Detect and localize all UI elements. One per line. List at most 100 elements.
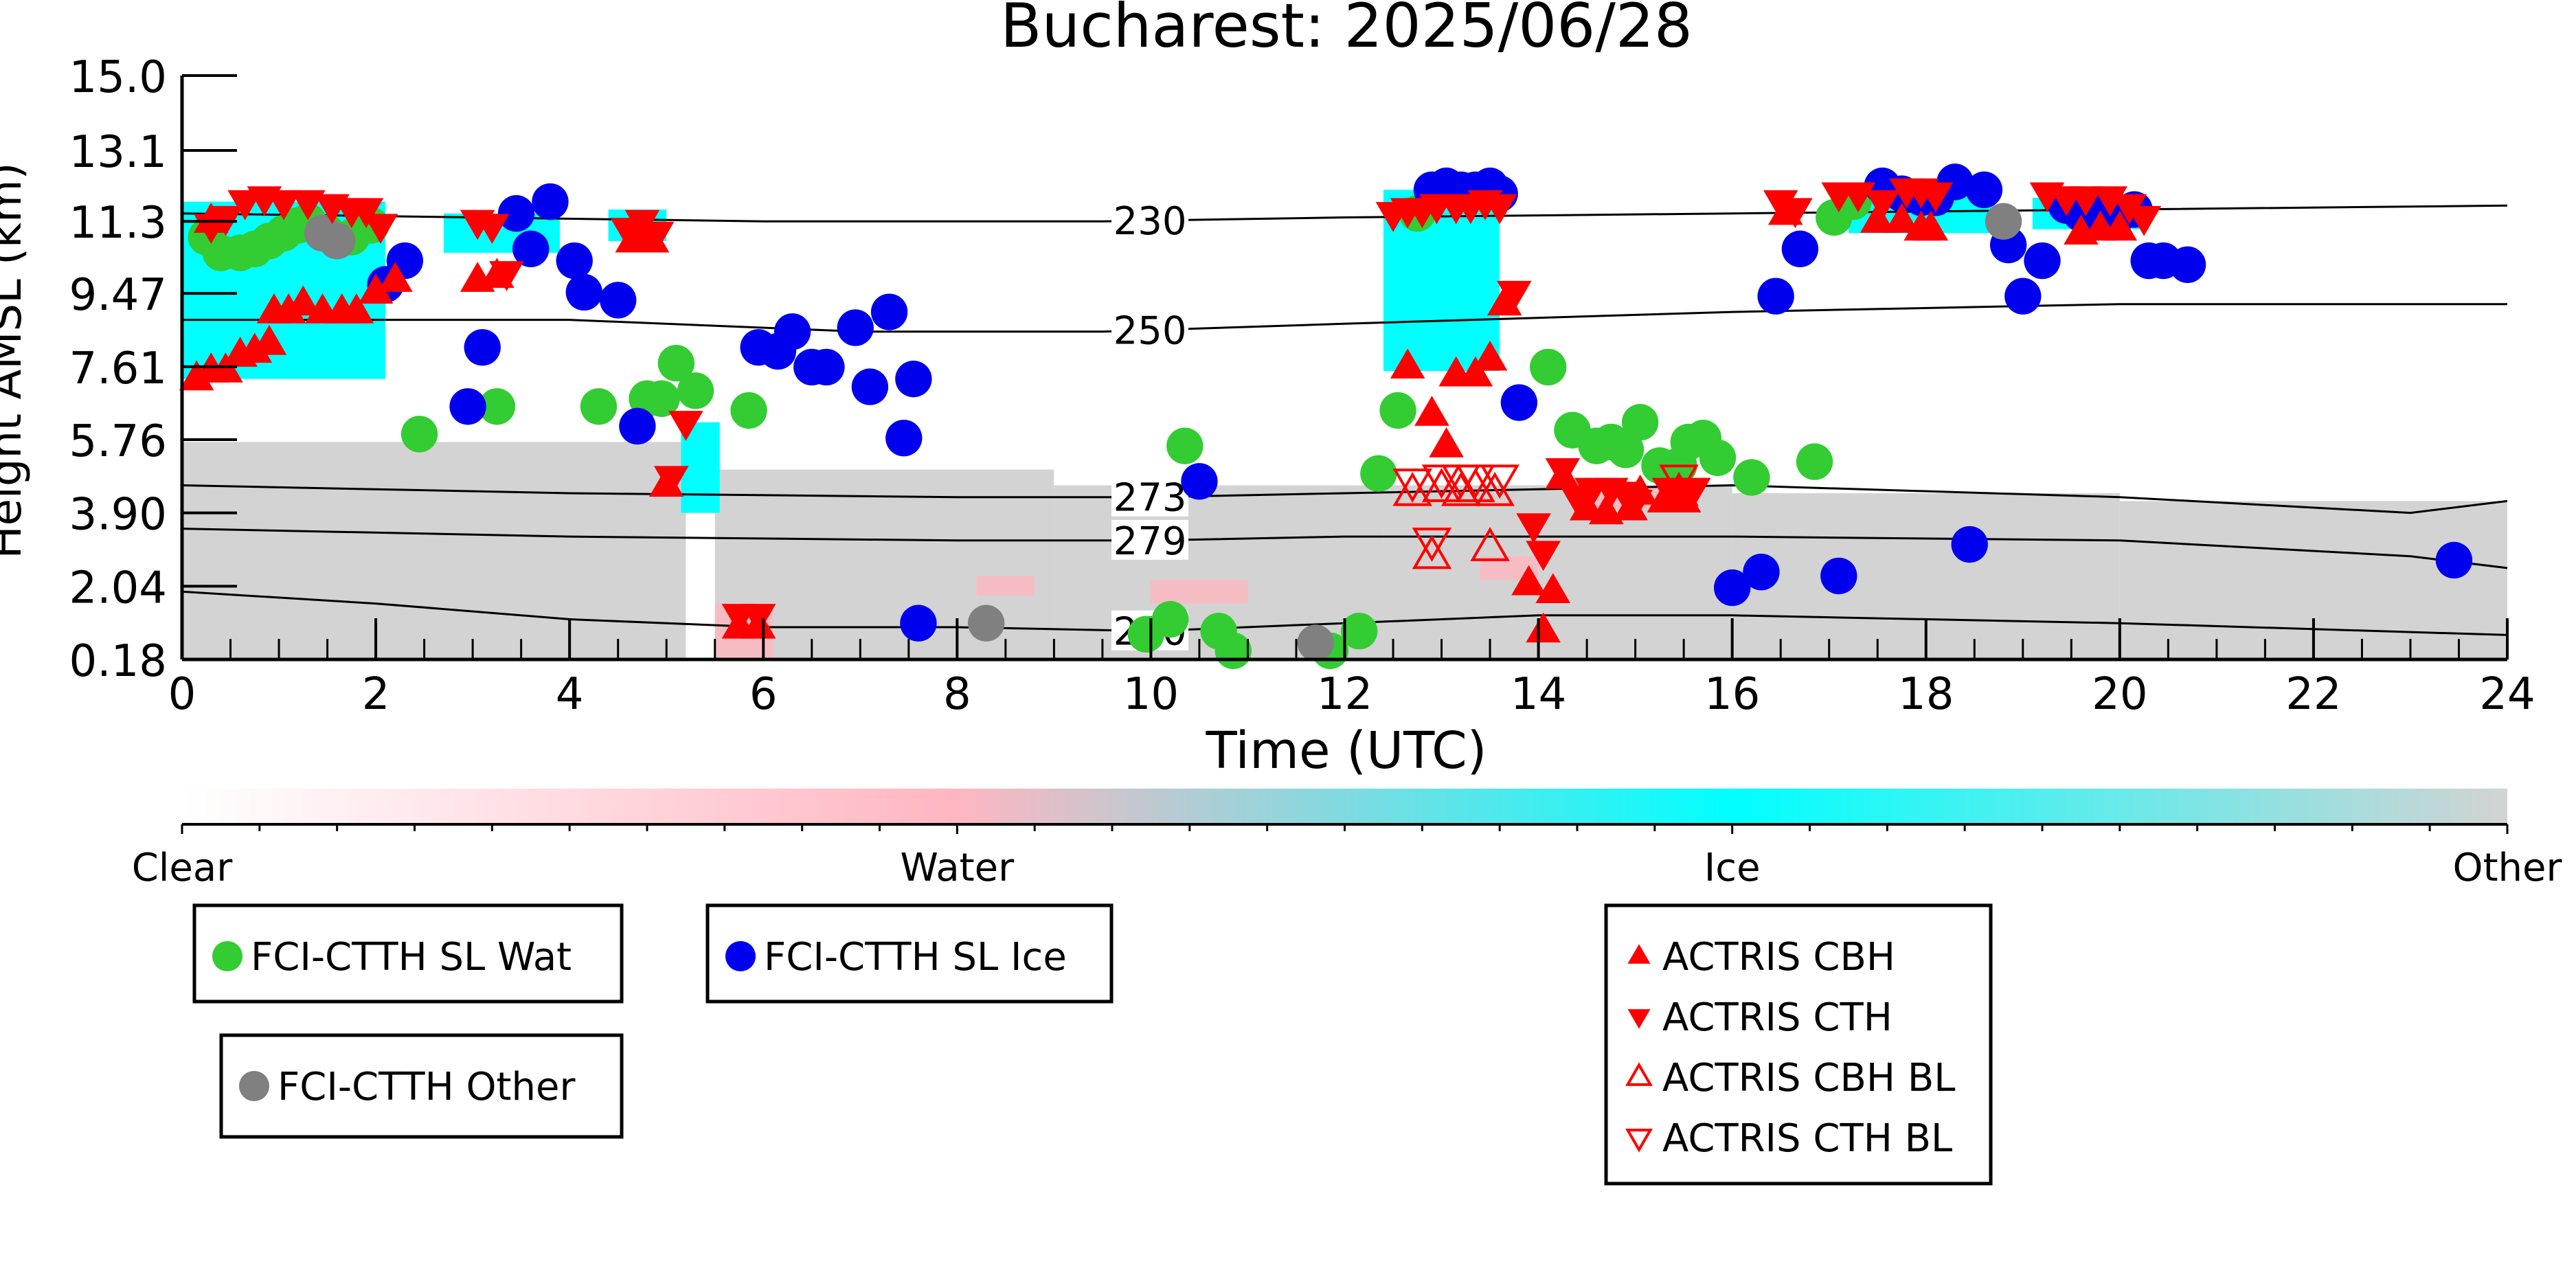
point bbox=[449, 388, 486, 425]
marker bbox=[1412, 528, 1452, 562]
point bbox=[1181, 463, 1218, 500]
y-tick-label: 2.04 bbox=[69, 563, 168, 613]
x-tick-label: 18 bbox=[1898, 669, 1954, 720]
point bbox=[773, 313, 811, 350]
marker bbox=[237, 332, 273, 363]
marker bbox=[339, 293, 374, 324]
point bbox=[1743, 553, 1780, 591]
legend-marker bbox=[212, 940, 243, 972]
isotherm-label-250: 250 bbox=[1114, 309, 1187, 354]
marker bbox=[1589, 494, 1624, 525]
marker bbox=[1390, 348, 1425, 379]
y-tick-label: 9.47 bbox=[69, 270, 168, 321]
x-tick-label: 20 bbox=[2092, 669, 2147, 720]
point bbox=[900, 605, 937, 642]
point bbox=[657, 345, 694, 382]
x-tick-label: 16 bbox=[1704, 669, 1760, 720]
legend-label: FCI-CTTH Other bbox=[278, 1065, 576, 1109]
point bbox=[1796, 443, 1833, 480]
legend-label: ACTRIS CTH bbox=[1662, 995, 1893, 1040]
colorbar-gradient bbox=[182, 789, 2507, 824]
legend-marker bbox=[1625, 1129, 1653, 1153]
isotherm-line-273 bbox=[181, 484, 2508, 515]
point bbox=[1500, 384, 1538, 421]
marker bbox=[1497, 280, 1532, 311]
y-tick-label: 11.3 bbox=[69, 198, 168, 249]
legend-frame bbox=[705, 903, 1114, 1004]
cloud-classification-regions bbox=[182, 190, 2507, 659]
point bbox=[2024, 242, 2061, 280]
legend-box-other: FCI-CTTH Other bbox=[219, 1033, 624, 1139]
point bbox=[565, 273, 603, 311]
marker bbox=[363, 214, 398, 245]
marker bbox=[1526, 612, 1561, 643]
series-actris-cth-bl bbox=[1392, 464, 1699, 562]
marker bbox=[489, 261, 524, 291]
data-series bbox=[179, 163, 2473, 670]
marker bbox=[653, 466, 689, 497]
legend-label: ACTRIS CTH BL bbox=[1662, 1116, 1952, 1161]
marker bbox=[1480, 464, 1519, 499]
point bbox=[400, 416, 438, 453]
legend-marker bbox=[1627, 1009, 1651, 1029]
marker bbox=[271, 293, 306, 324]
point bbox=[512, 230, 550, 268]
x-tick-label: 2 bbox=[362, 669, 390, 720]
isotherm-label-bg bbox=[1111, 309, 1189, 350]
isotherm-label-279: 279 bbox=[1114, 519, 1187, 564]
point bbox=[1699, 439, 1737, 477]
point bbox=[1733, 459, 1770, 496]
marker bbox=[1440, 471, 1481, 506]
point bbox=[837, 309, 874, 346]
x-tick-label: 10 bbox=[1123, 669, 1179, 720]
legends: FCI-CTTH SL Wat FCI-CTTH SL Ice FCI-CTTH O… bbox=[192, 903, 1993, 1186]
point bbox=[851, 368, 889, 405]
legend-label: FCI-CTTH SL Wat bbox=[251, 935, 572, 980]
marker bbox=[1659, 471, 1699, 506]
point bbox=[730, 392, 767, 429]
point bbox=[600, 282, 637, 319]
water-cloud-region bbox=[1151, 580, 1248, 604]
point bbox=[895, 360, 932, 398]
x-tick-label: 12 bbox=[1317, 669, 1372, 720]
marker bbox=[1545, 457, 1581, 488]
point bbox=[1340, 613, 1378, 650]
marker bbox=[1659, 464, 1699, 499]
marker bbox=[1392, 471, 1432, 506]
x-tick-label: 8 bbox=[943, 669, 971, 720]
marker bbox=[1763, 190, 1798, 221]
marker bbox=[1470, 527, 1510, 561]
point bbox=[1360, 455, 1397, 492]
point bbox=[1379, 392, 1416, 429]
point bbox=[1965, 171, 2003, 209]
point bbox=[808, 348, 845, 386]
marker bbox=[639, 221, 675, 252]
marker bbox=[1421, 468, 1462, 502]
marker bbox=[1864, 190, 1900, 221]
marker bbox=[1840, 182, 1876, 213]
point bbox=[1757, 278, 1794, 315]
point bbox=[1297, 624, 1334, 662]
other-cloud-region bbox=[182, 442, 686, 659]
marker bbox=[266, 190, 302, 221]
marker bbox=[668, 411, 703, 441]
y-tick-label: 3.90 bbox=[69, 490, 168, 541]
isotherm-label-bg bbox=[1111, 200, 1189, 240]
marker bbox=[358, 273, 394, 304]
point bbox=[580, 388, 618, 425]
point bbox=[1820, 557, 1857, 595]
marker bbox=[1860, 203, 1895, 233]
marker bbox=[179, 360, 214, 391]
legend-marker bbox=[725, 940, 756, 972]
marker bbox=[1429, 427, 1464, 457]
series-fci-ctth-sl-wat bbox=[188, 183, 1872, 670]
point bbox=[1151, 600, 1189, 638]
series-actris-cbh-bl bbox=[1392, 468, 1699, 569]
marker bbox=[1421, 464, 1462, 499]
legend-label: ACTRIS CBH bbox=[1662, 935, 1895, 980]
marker bbox=[1458, 356, 1493, 387]
legend-marker bbox=[1627, 944, 1651, 964]
legend-label: FCI-CTTH SL Ice bbox=[764, 935, 1067, 980]
point bbox=[885, 419, 923, 457]
